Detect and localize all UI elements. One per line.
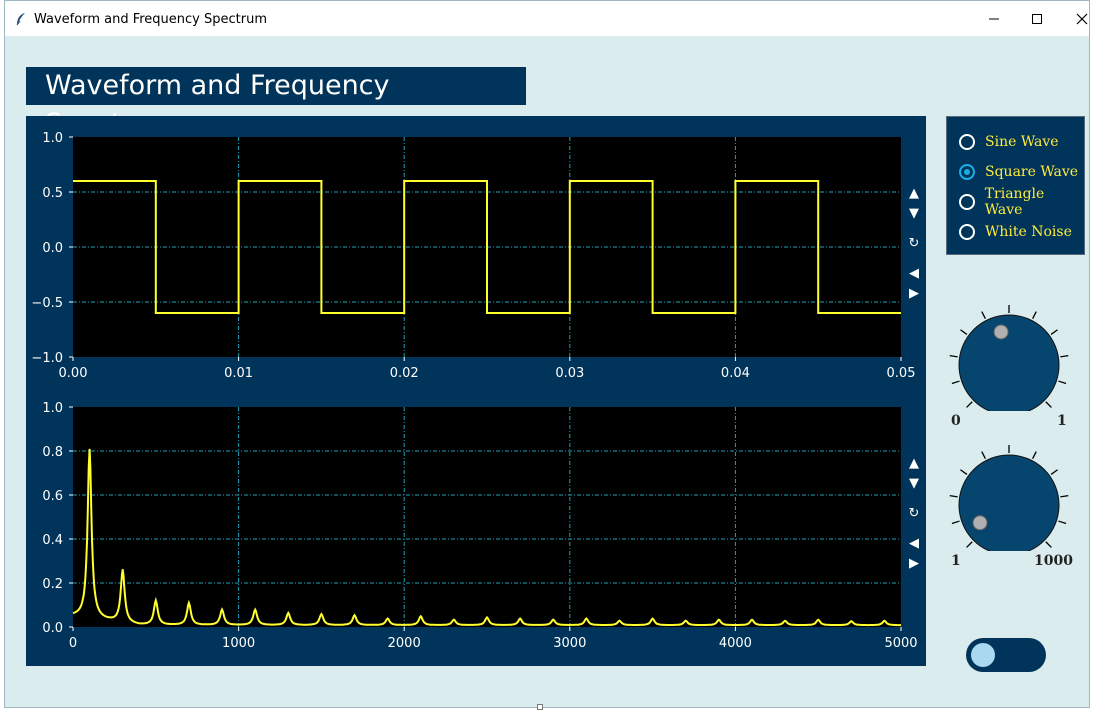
knob-tick	[949, 494, 958, 498]
waveform-reset-button[interactable]: ↻	[908, 236, 920, 251]
knob-tick	[981, 311, 986, 319]
spectrum-series-line	[72, 448, 901, 627]
spectrum-y-tick-label: 0.8	[42, 445, 63, 460]
waveform-y-tick-label: 1.0	[42, 131, 63, 146]
knob-indicator	[972, 515, 988, 531]
knob-tick	[966, 401, 973, 408]
app-window: Waveform and Frequency Spectrum Waveform…	[4, 0, 1090, 708]
spectrum-y-tick-label: 0.6	[42, 489, 63, 504]
plot-panel: 0.00 0.01 0.02 0.03 0.04 0.05 1.0 0.5 0.0 −0.5 −1.…	[26, 116, 926, 666]
radio-label: Sine Wave	[985, 134, 1059, 150]
spectrum-x-tick-label: 1000	[222, 636, 255, 651]
knob-tick	[966, 541, 973, 548]
spectrum-x-tick-label: 4000	[719, 636, 752, 651]
maximize-icon	[1032, 13, 1042, 24]
knob-tick	[1045, 541, 1052, 548]
knob1-min-label: 0	[951, 413, 961, 429]
feather-icon	[16, 13, 25, 26]
waveform-scroll-left-button[interactable]: ◀	[909, 266, 919, 281]
knob-tick	[1060, 354, 1069, 358]
knob-tick	[951, 380, 960, 385]
knob2-min-label: 1	[951, 553, 961, 569]
radio-sine-wave[interactable]: Sine Wave	[959, 131, 1059, 153]
spectrum-y-tick-label: 1.0	[42, 401, 63, 416]
radio-square-wave[interactable]: Square Wave	[959, 161, 1078, 183]
spectrum-scroll-right-button[interactable]: ▶	[909, 556, 919, 571]
radio-button-icon	[959, 134, 975, 150]
knob-indicator	[993, 324, 1009, 340]
knob-tick	[1045, 401, 1052, 408]
close-icon	[1076, 13, 1088, 24]
knob-tick	[1032, 451, 1037, 459]
minimize-icon	[989, 18, 999, 19]
knob-tick	[960, 329, 968, 335]
knob-tick	[1050, 329, 1058, 335]
window-title: Waveform and Frequency Spectrum	[34, 12, 267, 27]
knob-tick	[981, 451, 986, 459]
knob-tick	[1050, 469, 1058, 475]
wave-type-selector: Sine Wave Square Wave Triangle Wave Whit…	[946, 116, 1085, 255]
spectrum-x-tick-label: 5000	[884, 636, 917, 651]
knob-tick	[960, 469, 968, 475]
spectrum-y-tick-label: 0.2	[42, 577, 63, 592]
spectrum-plot-area	[73, 407, 901, 627]
radio-button-icon	[959, 224, 975, 240]
knob-tick	[951, 520, 960, 525]
knob-tick	[949, 354, 958, 358]
spectrum-y-tick-label: 0.4	[42, 533, 63, 548]
radio-label: Triangle Wave	[984, 186, 1045, 218]
waveform-x-tick-label: 0.02	[390, 366, 419, 381]
waveform-series-line	[73, 180, 901, 314]
knob-dial	[958, 454, 1060, 551]
spectrum-scroll-down-button[interactable]: ▼	[909, 476, 919, 491]
waveform-x-tick-label: 0.00	[59, 366, 88, 381]
waveform-x-tick-label: 0.03	[555, 366, 584, 381]
spectrum-x-tick-label: 2000	[388, 636, 421, 651]
spectrum-reset-button[interactable]: ↻	[908, 506, 920, 521]
spectrum-scroll-left-button[interactable]: ◀	[909, 536, 919, 551]
waveform-x-tick-label: 0.04	[721, 366, 750, 381]
waveform-scroll-up-button[interactable]: ▲	[909, 186, 919, 201]
spectrum-scroll-up-button[interactable]: ▲	[909, 456, 919, 471]
amplitude-knob[interactable]	[946, 301, 1072, 411]
page-heading: Waveform and Frequency Spectrum	[26, 67, 526, 139]
title-bar: Waveform and Frequency Spectrum	[5, 1, 1089, 36]
waveform-scroll-right-button[interactable]: ▶	[909, 286, 919, 301]
radio-button-icon	[959, 194, 975, 210]
radio-triangle-wave[interactable]: Triangle Wave	[959, 186, 1084, 218]
toggle-thumb	[971, 643, 995, 667]
toggle-switch[interactable]	[966, 638, 1046, 672]
knob-dial	[958, 314, 1060, 411]
waveform-scroll-down-button[interactable]: ▼	[909, 206, 919, 221]
knob1-max-label: 1	[1057, 413, 1067, 429]
waveform-x-tick-label: 0.05	[887, 366, 916, 381]
spectrum-x-tick-label: 3000	[553, 636, 586, 651]
knob-tick	[1058, 380, 1067, 385]
knob2-max-label: 1000	[1034, 553, 1073, 569]
knob-tick	[1032, 311, 1037, 319]
spectrum-y-tick-label: 0.0	[42, 621, 63, 636]
close-button[interactable]	[1059, 1, 1105, 36]
knob-tick	[1060, 494, 1069, 498]
radio-white-noise[interactable]: White Noise	[959, 221, 1072, 243]
waveform-x-tick-label: 0.01	[224, 366, 253, 381]
knob-tick	[1058, 520, 1067, 525]
maximize-button[interactable]	[1014, 1, 1060, 36]
resize-grip[interactable]	[537, 704, 543, 710]
charts-canvas: 0.00 0.01 0.02 0.03 0.04 0.051.00.50.0−0.5−1.…	[31, 131, 917, 651]
frequency-knob[interactable]	[946, 441, 1072, 551]
radio-button-selected-icon	[959, 164, 975, 180]
waveform-y-tick-label: 0.0	[42, 241, 63, 256]
spectrum-x-tick-label: 0	[69, 636, 77, 651]
waveform-y-tick-label: −0.5	[31, 296, 63, 311]
waveform-y-tick-label: 0.5	[42, 186, 63, 201]
radio-label: Square Wave	[985, 164, 1079, 180]
waveform-y-tick-label: −1.0	[31, 351, 63, 366]
minimize-button[interactable]	[971, 1, 1017, 36]
radio-label: White Noise	[985, 224, 1072, 240]
